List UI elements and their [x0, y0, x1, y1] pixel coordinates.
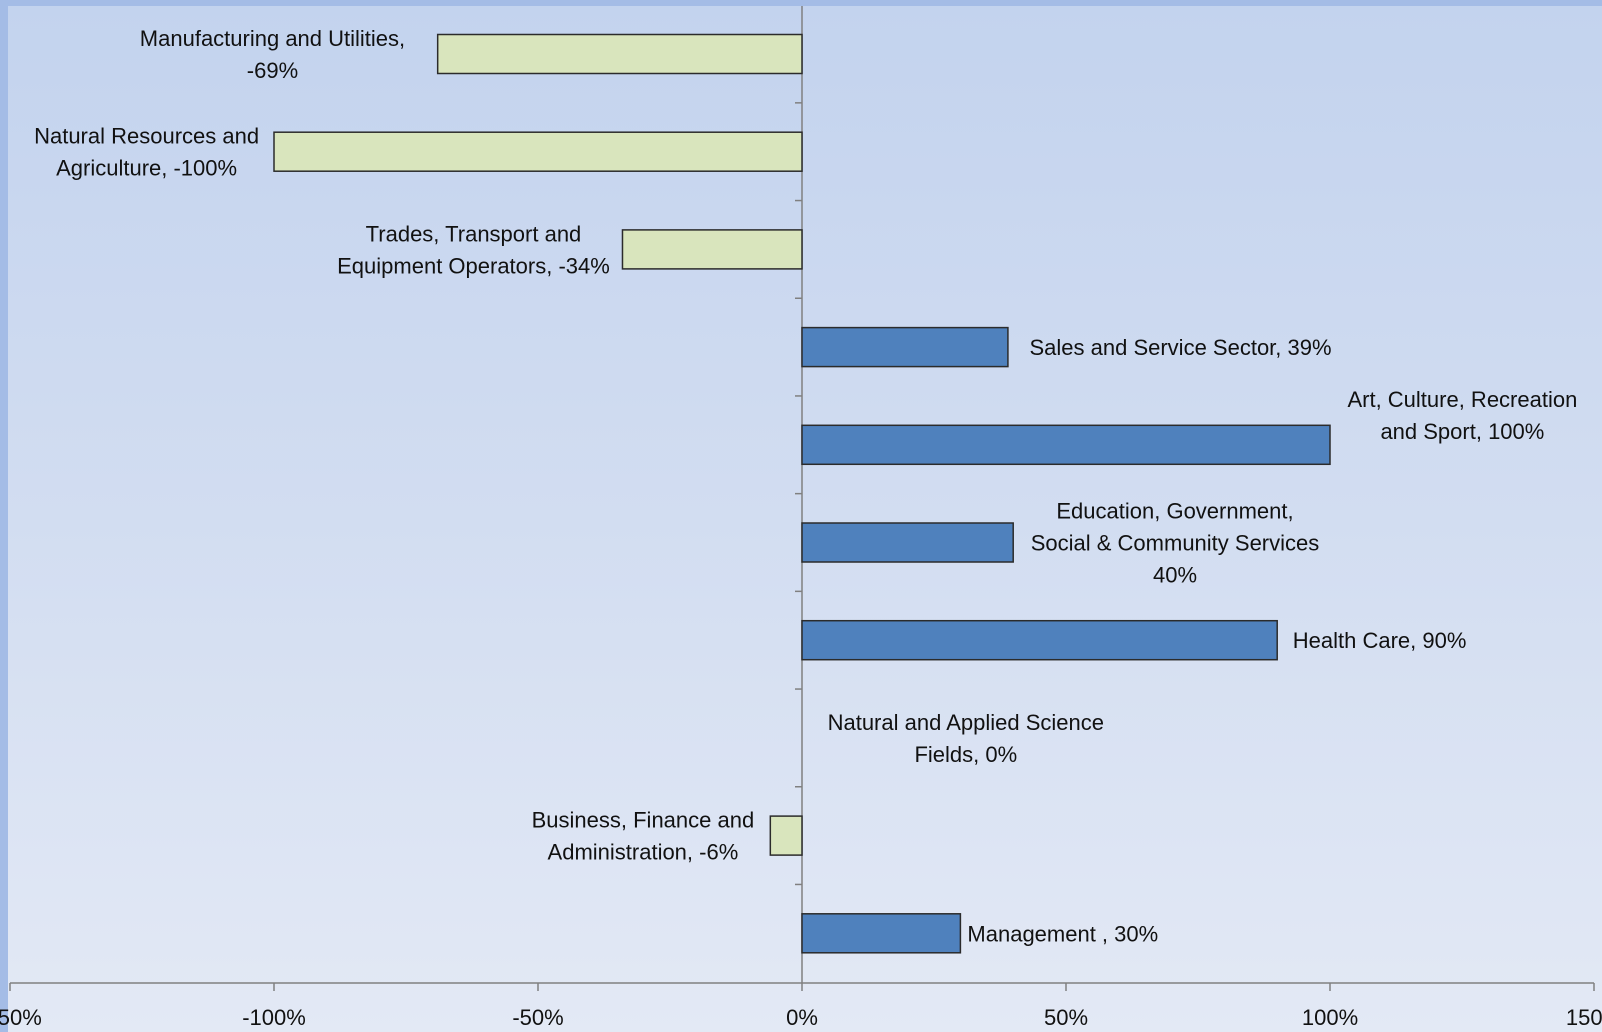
x-tick-label: 100% [1302, 1005, 1358, 1030]
x-tick-label: 50% [1044, 1005, 1088, 1030]
data-label-line: Social & Community Services [1031, 531, 1320, 556]
data-label-line: Agriculture, -100% [56, 156, 237, 181]
bar [801, 913, 962, 954]
data-label-line: Fields, 0% [914, 742, 1017, 767]
bar [621, 229, 803, 270]
data-label-line: -69% [247, 58, 298, 83]
data-label-line: Education, Government, [1056, 499, 1293, 524]
bar [801, 619, 1278, 661]
bar [801, 326, 1009, 368]
bar [273, 131, 803, 172]
x-tick-label: -100% [242, 1005, 306, 1030]
data-label: Natural Resources and Agriculture, -100% [34, 124, 259, 181]
data-label: Trades, Transport and Equipment Operators… [337, 221, 610, 278]
x-tick-label: -150% [0, 1005, 42, 1030]
data-label-line: Manufacturing and Utilities, [140, 26, 405, 51]
x-tick-label: 0% [786, 1005, 818, 1030]
data-label: Education, Government, Social & Community… [1031, 499, 1320, 588]
data-label-line: 40% [1153, 563, 1197, 588]
data-label-line: Trades, Transport and [366, 221, 582, 246]
data-label-line: Natural and Applied Science [828, 710, 1104, 735]
bar [801, 522, 1014, 563]
data-label: Manufacturing and Utilities, -69% [140, 26, 405, 83]
bar [801, 424, 1331, 466]
bar [436, 33, 803, 75]
data-label-line: Sales and Service Sector, 39% [1029, 335, 1331, 360]
chart-plot-area [8, 6, 1602, 1032]
data-label-line: Natural Resources and [34, 124, 259, 149]
data-label: Management , 30% [967, 921, 1158, 946]
data-label-line: Equipment Operators, -34% [337, 253, 610, 278]
data-label-line: Management , 30% [967, 921, 1158, 946]
data-label-line: and Sport, 100% [1380, 419, 1544, 444]
data-label: Business, Finance and Administration, -6% [532, 808, 755, 865]
data-label-line: Health Care, 90% [1293, 628, 1467, 653]
data-label: Art, Culture, Recreation and Sport, 100% [1347, 387, 1577, 444]
data-label: Health Care, 90% [1293, 628, 1467, 653]
data-label: Sales and Service Sector, 39% [1029, 335, 1331, 360]
bar [769, 815, 803, 856]
data-label-line: Business, Finance and [532, 808, 755, 833]
x-tick-label: -50% [512, 1005, 563, 1030]
data-label: Natural and Applied Science Fields, 0% [828, 710, 1104, 767]
data-label-line: Art, Culture, Recreation [1347, 387, 1577, 412]
data-label-line: Administration, -6% [548, 840, 739, 865]
x-tick-label: 150% [1566, 1005, 1602, 1030]
